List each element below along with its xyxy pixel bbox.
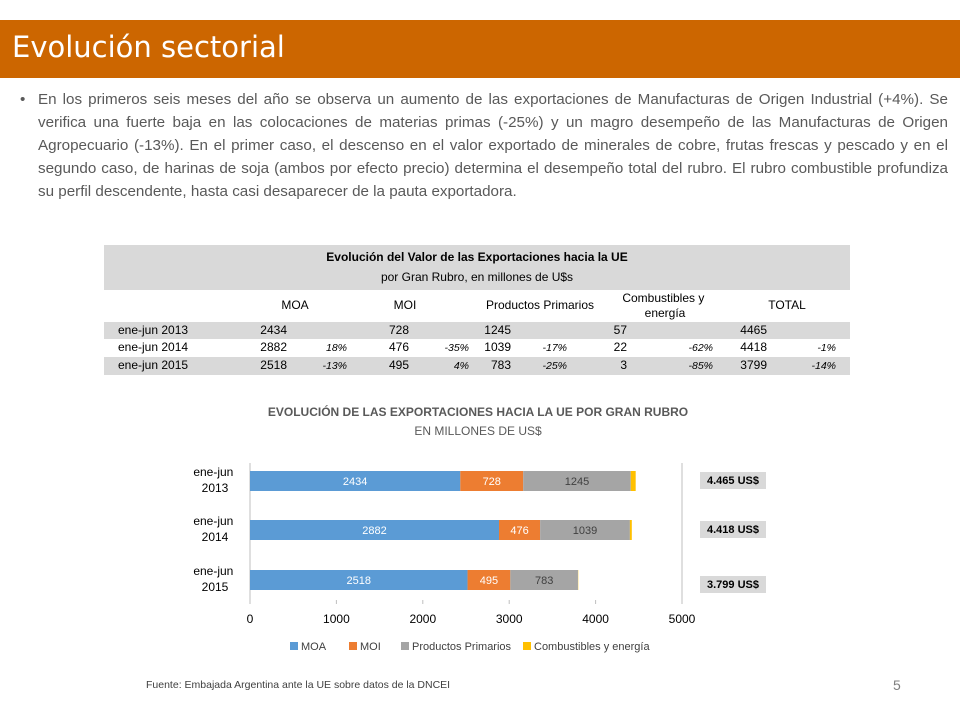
cell-value: 4465 bbox=[740, 323, 767, 337]
x-tick-label: 2000 bbox=[409, 612, 436, 626]
table-subtitle: por Gran Rubro, en millones de U$s bbox=[381, 270, 573, 284]
category-label: ene-jun 2013 bbox=[193, 465, 236, 495]
source: Fuente: Embajada Argentina ante la UE so… bbox=[146, 679, 451, 691]
x-tick-label: 4000 bbox=[582, 612, 609, 626]
total-box bbox=[700, 576, 766, 593]
bar-segment bbox=[540, 520, 630, 540]
data-label: 495 bbox=[480, 575, 498, 587]
cell-value: 22 bbox=[614, 340, 628, 354]
cell-change: 4% bbox=[454, 360, 469, 372]
slide-title: Evolución sectorial bbox=[12, 30, 285, 64]
cell-value: 3799 bbox=[740, 358, 767, 372]
cell-value: 783 bbox=[491, 358, 511, 372]
column-header: MOA bbox=[281, 298, 308, 312]
chart-subtitle: EN MILLONES DE US$ bbox=[414, 424, 542, 438]
data-label: 783 bbox=[535, 575, 553, 587]
cell-value: 1245 bbox=[484, 323, 511, 337]
bullet-dot: • bbox=[20, 91, 26, 108]
total-box bbox=[700, 521, 766, 538]
bar-segment bbox=[250, 570, 468, 590]
cell-value: 728 bbox=[389, 323, 409, 337]
cell-change: -85% bbox=[688, 360, 713, 372]
bar-segment bbox=[499, 520, 541, 540]
cell-value: 1039 bbox=[484, 340, 511, 354]
legend-swatch bbox=[290, 642, 298, 650]
bar-segment bbox=[250, 520, 500, 540]
column-header: MOI bbox=[394, 298, 417, 312]
table-title-bg bbox=[104, 245, 850, 290]
total-label: 3.799 US$ bbox=[707, 579, 759, 591]
chart-title: EVOLUCIÓN DE LAS EXPORTACIONES HACIA LA … bbox=[268, 404, 688, 419]
legend-swatch bbox=[401, 642, 409, 650]
row-bg bbox=[104, 357, 850, 375]
header-bar: Evolución sectorial bbox=[0, 20, 960, 78]
data-label: 476 bbox=[510, 525, 528, 537]
cell-value: 2882 bbox=[260, 340, 287, 354]
cell-change: -13% bbox=[322, 360, 347, 372]
total-label: 4.465 US$ bbox=[707, 475, 759, 487]
cell-value: 495 bbox=[389, 358, 409, 372]
bar-segment bbox=[523, 471, 631, 491]
cell-value: 2518 bbox=[260, 358, 287, 372]
cell-value: 2434 bbox=[260, 323, 287, 337]
total-label: 4.418 US$ bbox=[707, 524, 759, 536]
row-label: ene-jun 2014 bbox=[118, 340, 188, 354]
data-label: 2518 bbox=[347, 575, 371, 587]
x-tick-label: 5000 bbox=[669, 612, 696, 626]
cell-change: -35% bbox=[444, 342, 469, 354]
legend-label: MOA bbox=[301, 641, 327, 653]
category-label: ene-jun 2014 bbox=[193, 514, 236, 544]
cell-change: -1% bbox=[817, 342, 836, 354]
data-label: 2434 bbox=[343, 476, 367, 488]
x-tick-label: 3000 bbox=[496, 612, 523, 626]
legend-label: MOI bbox=[360, 641, 381, 653]
table-title: Evolución del Valor de las Exportaciones… bbox=[326, 250, 627, 264]
legend-swatch bbox=[349, 642, 357, 650]
bar-segment bbox=[250, 471, 461, 491]
column-header: Combustibles y energía bbox=[622, 291, 707, 320]
total-box bbox=[700, 472, 766, 489]
cell-change: -14% bbox=[811, 360, 836, 372]
legend-swatch bbox=[523, 642, 531, 650]
x-tick-label: 0 bbox=[247, 612, 254, 626]
legend-label: Combustibles y energía bbox=[534, 641, 650, 653]
row-label: ene-jun 2015 bbox=[118, 358, 188, 372]
row-bg bbox=[104, 322, 850, 339]
category-label: ene-jun 2015 bbox=[193, 564, 236, 594]
cell-value: 4418 bbox=[740, 340, 767, 354]
column-header: Productos Primarios bbox=[486, 298, 594, 312]
bullet: • En los primeros seis meses del año se o… bbox=[20, 88, 948, 203]
legend-label: Productos Primarios bbox=[412, 641, 512, 653]
cell-change: 18% bbox=[326, 342, 347, 354]
bar-segment bbox=[467, 570, 511, 590]
bar-segment bbox=[630, 471, 636, 491]
cell-value: 476 bbox=[389, 340, 409, 354]
column-header: TOTAL bbox=[768, 298, 806, 312]
cell-change: -17% bbox=[542, 342, 567, 354]
x-tick-label: 1000 bbox=[323, 612, 350, 626]
data-label: 2882 bbox=[362, 525, 386, 537]
data-label: 1039 bbox=[573, 525, 597, 537]
page-number: 5 bbox=[893, 677, 901, 693]
cell-value: 57 bbox=[614, 323, 628, 337]
cell-change: -62% bbox=[688, 342, 713, 354]
data-label: 728 bbox=[483, 476, 501, 488]
bar-segment bbox=[510, 570, 578, 590]
cell-change: -25% bbox=[542, 360, 567, 372]
cell-value: 3 bbox=[620, 358, 627, 372]
bullet-text: En los primeros seis meses del año se ob… bbox=[38, 91, 948, 200]
data-label: 1245 bbox=[565, 476, 589, 488]
row-label: ene-jun 2013 bbox=[118, 323, 188, 337]
bar-segment bbox=[460, 471, 524, 491]
bar-segment bbox=[629, 520, 632, 540]
